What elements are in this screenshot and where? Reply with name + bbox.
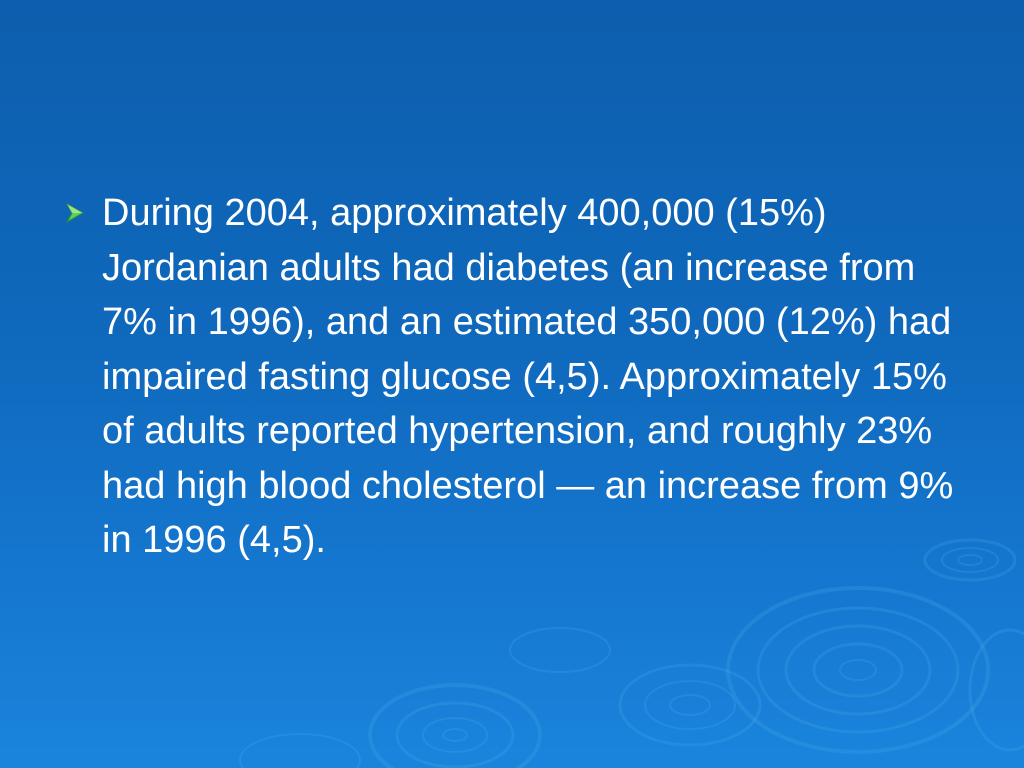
arrow-bullet-icon xyxy=(64,186,102,240)
body-text: During 2004, approximately 400,000 (15%)… xyxy=(102,192,954,561)
bullet-item: During 2004, approximately 400,000 (15%)… xyxy=(64,186,964,568)
